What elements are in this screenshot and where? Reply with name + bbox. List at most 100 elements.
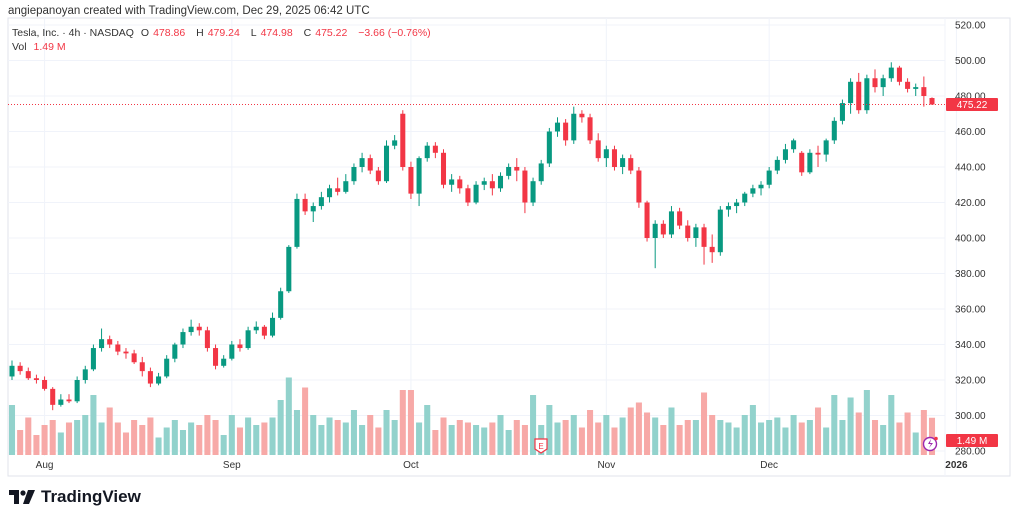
candle	[440, 149, 447, 189]
time-axis[interactable]: Aug Sep Oct Nov Dec 2026	[36, 460, 968, 471]
candle-body	[831, 120, 837, 141]
volume-bar	[269, 417, 276, 455]
candle-body	[815, 152, 821, 155]
volume-bar	[114, 422, 121, 455]
volume-bar	[806, 420, 813, 455]
candle	[33, 374, 39, 384]
candle-body	[440, 152, 447, 185]
volume-bar	[261, 422, 268, 455]
candle	[278, 287, 284, 320]
candle	[17, 362, 23, 375]
candle	[481, 177, 487, 191]
candle	[237, 339, 243, 352]
candle-body	[180, 332, 186, 345]
candle-body	[587, 117, 593, 141]
candle	[139, 356, 145, 377]
candle	[147, 367, 153, 388]
lightning-icon[interactable]	[922, 436, 938, 452]
candle-body	[652, 223, 658, 238]
candle	[90, 344, 96, 372]
candle	[131, 349, 137, 365]
candle	[636, 167, 642, 208]
volume-bar	[147, 417, 154, 455]
volume-bars	[8, 377, 936, 455]
candle-body	[628, 158, 634, 171]
volume-bar	[179, 430, 186, 455]
candle	[701, 223, 707, 265]
candle-body	[546, 131, 552, 164]
candle	[335, 177, 341, 196]
candle	[465, 184, 471, 207]
close-value: 475.22	[315, 27, 348, 39]
candle-body	[326, 188, 333, 198]
candle	[310, 202, 316, 223]
candle	[25, 367, 31, 380]
earnings-marker[interactable]: E	[534, 438, 548, 454]
candle-body	[286, 246, 292, 292]
volume-bar	[334, 420, 341, 455]
candle	[326, 184, 333, 203]
candle	[522, 167, 528, 214]
candle	[180, 328, 186, 349]
candle-body	[848, 81, 854, 104]
volume-bar	[139, 425, 146, 455]
candle-body	[400, 113, 406, 167]
volume-bar	[668, 407, 675, 455]
candle	[514, 158, 520, 182]
volume-bar	[326, 417, 333, 455]
candle-body	[514, 167, 520, 171]
candle-body	[302, 198, 308, 212]
candle-body	[318, 197, 324, 207]
candle	[449, 174, 455, 192]
volume-bar	[497, 415, 504, 455]
symbol-title[interactable]: Tesla, Inc. · 4h · NASDAQ	[12, 27, 134, 39]
price-axis[interactable]: 520.00 500.00 480.00 460.00 440.00 420.00 400.…	[955, 21, 986, 458]
candle-body	[538, 163, 544, 182]
candle	[734, 198, 740, 214]
candle	[905, 78, 911, 93]
candle	[888, 62, 894, 82]
candle-body	[343, 181, 349, 192]
candle-body	[383, 145, 390, 182]
x-tick-label: Dec	[760, 460, 778, 471]
candle	[156, 372, 162, 386]
volume-bar	[399, 390, 406, 455]
x-tick-label: Sep	[223, 460, 241, 471]
candle	[245, 326, 251, 350]
volume-bar	[285, 377, 292, 455]
candle-body	[359, 158, 365, 167]
candle-body	[579, 113, 585, 118]
candle-body	[685, 225, 691, 238]
tradingview-logo[interactable]: TradingView	[9, 487, 141, 507]
candle-body	[351, 167, 357, 182]
candle-body	[734, 202, 740, 207]
volume-bar	[342, 422, 349, 455]
grid	[8, 18, 957, 456]
volume-bar	[660, 425, 667, 455]
candle-body	[497, 175, 504, 189]
volume-bar	[163, 427, 170, 455]
candle-body	[424, 145, 430, 159]
candles	[9, 62, 935, 411]
candle-body	[506, 167, 512, 176]
volume-bar	[253, 425, 260, 455]
candle	[318, 191, 324, 210]
candle-body	[335, 188, 341, 192]
candle	[554, 117, 561, 137]
volume-label[interactable]: Vol	[12, 41, 27, 53]
candle	[921, 76, 927, 107]
candle-body	[115, 344, 121, 352]
candle-body	[677, 211, 683, 226]
candle	[725, 202, 731, 217]
volume-bar	[928, 417, 936, 455]
candle-body	[807, 152, 813, 173]
candle	[270, 312, 276, 338]
candle-body	[782, 149, 788, 160]
candle	[204, 326, 210, 352]
tradingview-logo-icon	[9, 490, 35, 504]
high-label: H	[196, 27, 204, 39]
candle-body	[310, 206, 316, 212]
candle	[693, 223, 699, 247]
y-tick-label: 400.00	[955, 234, 986, 245]
